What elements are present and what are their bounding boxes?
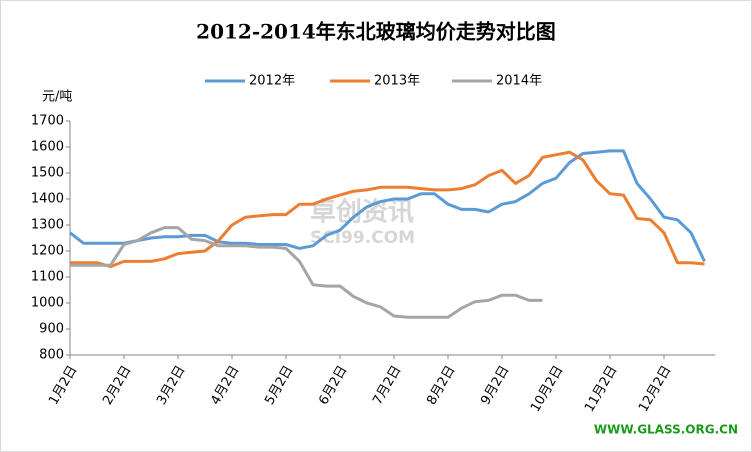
y-tick-label: 900 — [39, 322, 64, 337]
y-tick-label: 1600 — [31, 140, 64, 155]
site-label: WWW.GLASS.ORG.CN — [594, 423, 738, 437]
legend-label: 2014年 — [496, 74, 542, 89]
y-tick-label: 1200 — [31, 244, 64, 259]
y-axis-label: 元/吨 — [42, 90, 72, 105]
y-tick-label: 1300 — [31, 218, 64, 233]
y-tick-label: 1700 — [31, 114, 64, 129]
series-line — [69, 149, 706, 263]
series-line — [70, 226, 543, 319]
y-tick-label: 1400 — [31, 192, 64, 207]
series-line — [70, 150, 705, 269]
y-tick-label: 1000 — [31, 296, 64, 311]
legend-label: 2013年 — [374, 74, 420, 89]
y-tick-label: 800 — [39, 348, 64, 363]
y-tick-label: 1500 — [31, 166, 64, 181]
legend-label: 2012年 — [249, 74, 295, 89]
chart-title: 2012-2014年东北玻璃均价走势对比图 — [196, 20, 556, 44]
y-tick-label: 1100 — [31, 270, 64, 285]
watermark: SCI99.COM — [310, 228, 415, 248]
